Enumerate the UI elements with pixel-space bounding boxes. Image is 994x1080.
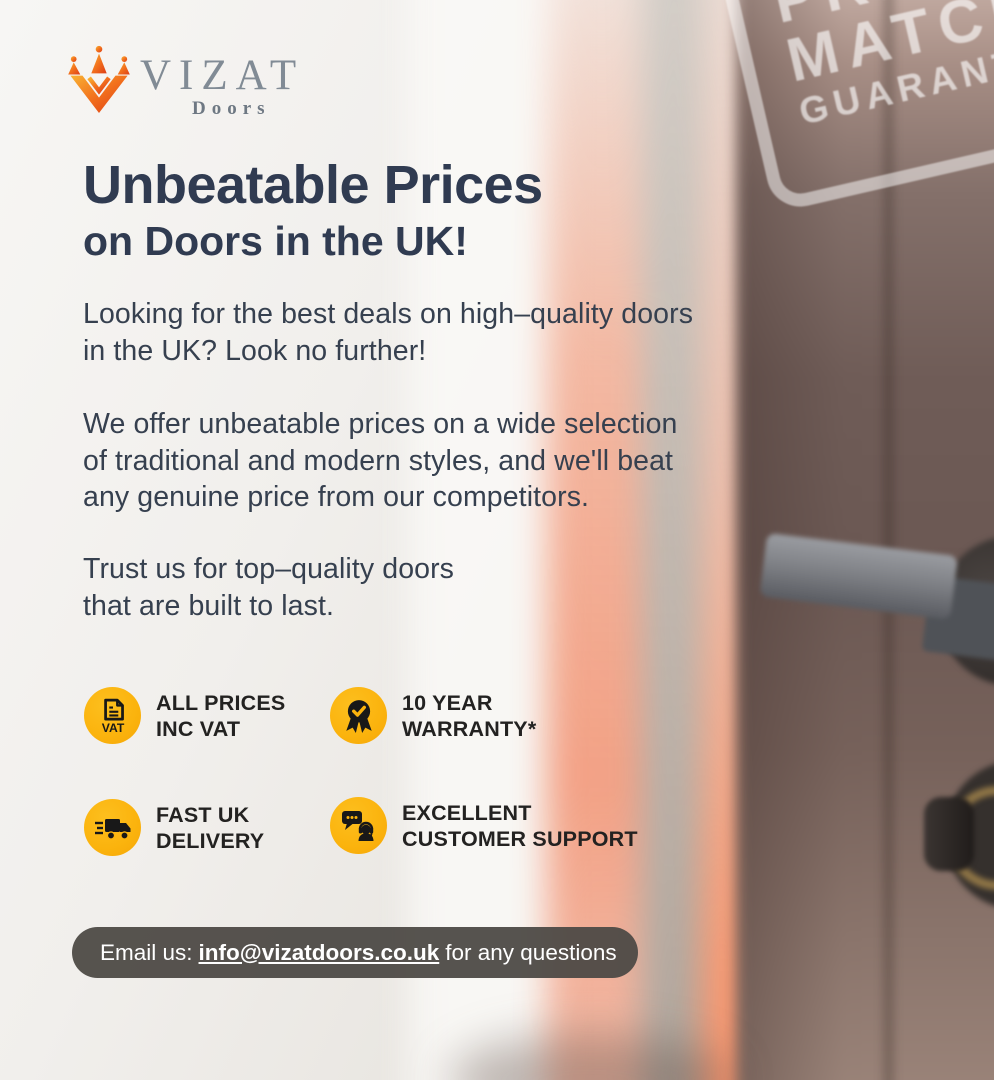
feature-all-prices-inc-vat: VAT ALL PRICES INC VAT: [84, 687, 285, 744]
vizat-logo-mark-icon: [68, 45, 130, 113]
vat-invoice-icon: VAT: [84, 687, 141, 744]
feature-label: ALL PRICES INC VAT: [156, 690, 286, 741]
body-paragraph-3: Trust us for top–quality doors that are …: [83, 553, 455, 622]
body-paragraph-2: We offer unbeatable prices on a wide sel…: [83, 408, 678, 513]
body-paragraph-1: Looking for the best deals on high–quali…: [83, 298, 694, 367]
feature-label: EXCELLENT CUSTOMER SUPPORT: [402, 800, 638, 851]
feature-fast-uk-delivery: FAST UK DELIVERY: [84, 799, 264, 856]
warranty-medal-icon: [330, 687, 387, 744]
email-suffix: for any questions: [445, 939, 617, 965]
email-address-link[interactable]: info@vizatdoors.co.uk: [198, 939, 440, 965]
logo-text: VIZAT Doors: [140, 52, 305, 120]
door-lock-thumbturn: [924, 797, 974, 871]
email-prefix: Email us:: [100, 939, 193, 965]
vizat-logo: VIZAT Doors: [66, 44, 304, 120]
blurred-band-grey: [642, 0, 704, 1080]
headline: Unbeatable Prices on Doors in the UK!: [83, 155, 543, 267]
blurred-band-white: [408, 0, 558, 1080]
feature-label: FAST UK DELIVERY: [156, 802, 265, 853]
feature-10-year-warranty: 10 YEAR WARRANTY*: [330, 687, 536, 744]
svg-text:VAT: VAT: [101, 720, 124, 733]
headline-line-2: on Doors in the UK!: [83, 218, 468, 264]
customer-support-icon: [330, 797, 387, 854]
brand-name: VIZAT: [140, 52, 305, 99]
blurred-band-salmon: [546, 0, 642, 1080]
headline-line-1: Unbeatable Prices: [83, 155, 543, 215]
delivery-truck-icon: [84, 799, 141, 856]
brand-subtitle: Doors: [192, 98, 271, 119]
door-edge-shadow: [884, 0, 893, 1080]
feature-excellent-customer-support: EXCELLENT CUSTOMER SUPPORT: [330, 797, 638, 854]
feature-label: 10 YEAR WARRANTY*: [402, 690, 537, 741]
email-contact-pill: Email us: info@vizatdoors.co.uk for any …: [72, 927, 638, 978]
